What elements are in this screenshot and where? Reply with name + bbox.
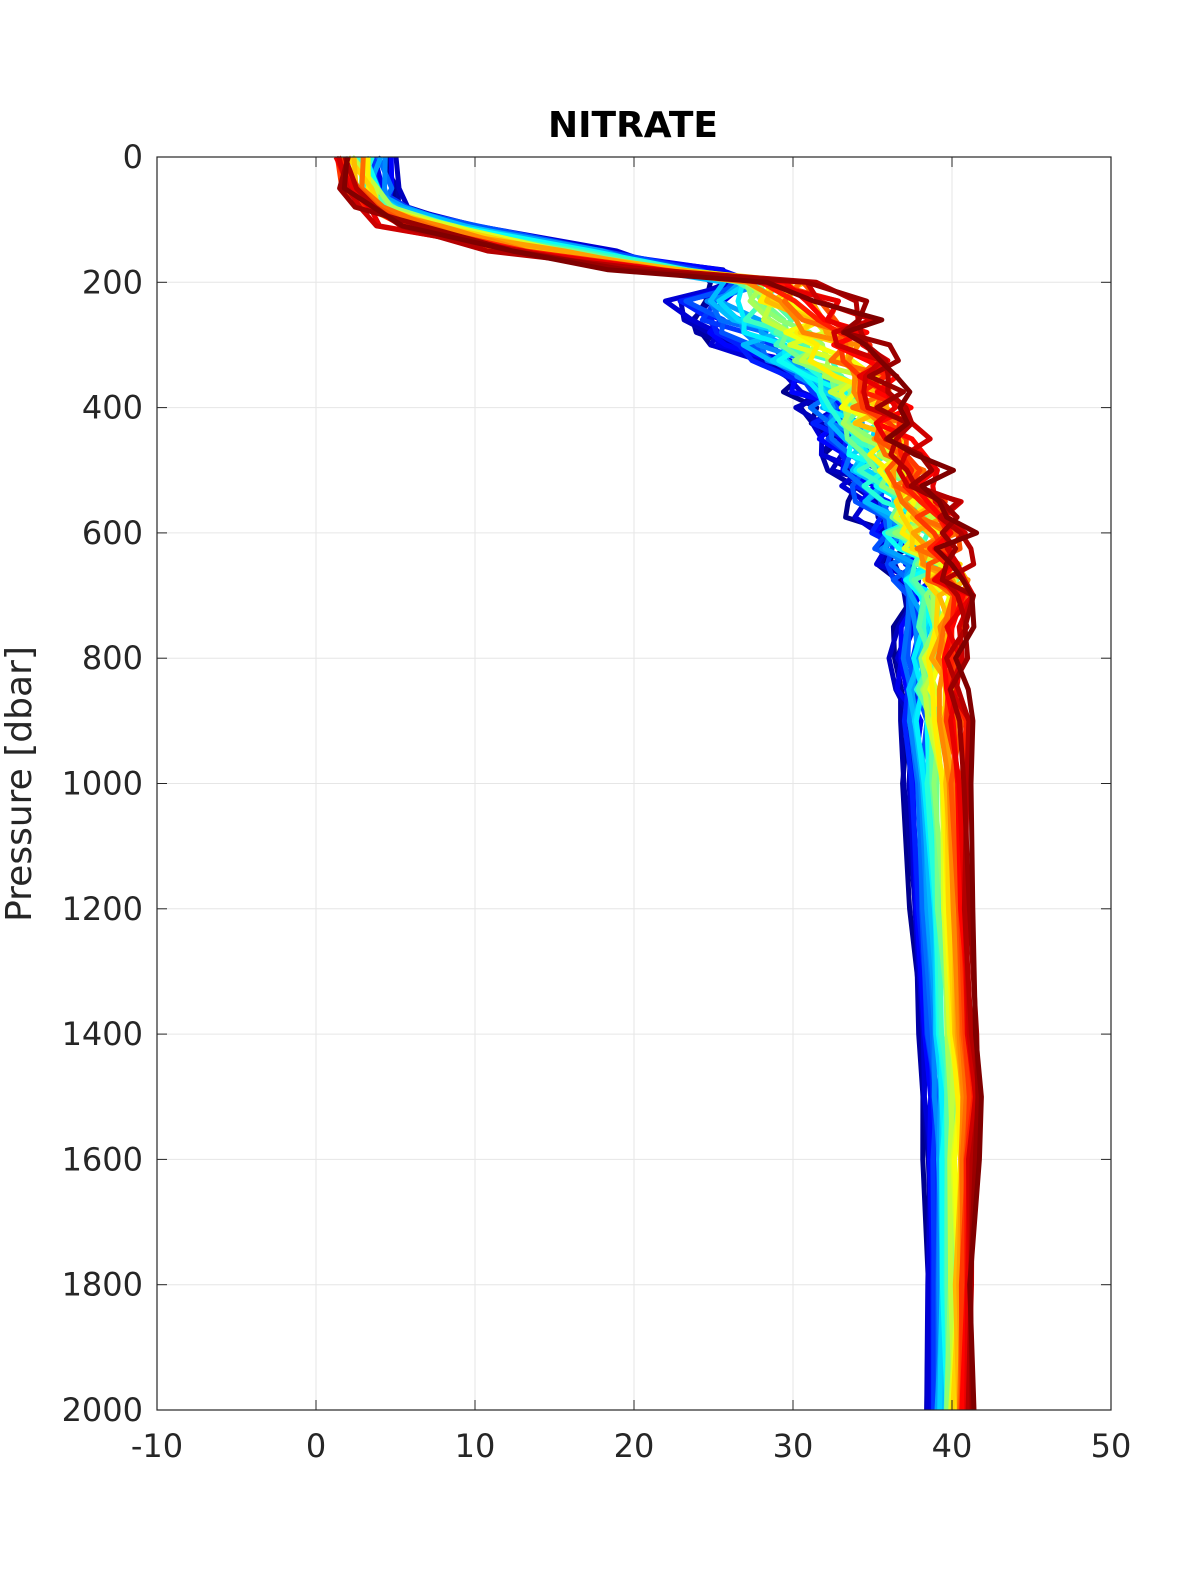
y-tick-label: 1000 — [62, 765, 143, 803]
y-tick-label: 1200 — [62, 890, 143, 928]
x-tick-label: 20 — [614, 1427, 655, 1465]
profile-line — [341, 156, 984, 1411]
x-tick-label: 30 — [773, 1427, 814, 1465]
y-axis-ticks: 0 200 400 600 800 1000 1200 1400 1600 1800 2000 — [62, 138, 1111, 1429]
x-tick-label: 10 — [455, 1427, 496, 1465]
y-tick-label: 1800 — [62, 1266, 143, 1304]
y-tick-label: 200 — [82, 263, 143, 301]
y-tick-label: 400 — [82, 389, 143, 427]
profile-line — [337, 156, 981, 1411]
profile-lines — [333, 155, 984, 1411]
profile-line — [336, 155, 973, 1411]
x-axis-ticks: -10 0 10 20 30 40 50 — [131, 157, 1131, 1465]
x-tick-label: 40 — [932, 1427, 973, 1465]
x-tick-label: 0 — [306, 1427, 326, 1465]
x-tick-label: 50 — [1091, 1427, 1132, 1465]
chart-title: NITRATE — [548, 105, 718, 146]
y-axis-label: Pressure [dbar] — [0, 646, 40, 922]
y-tick-label: 600 — [82, 514, 143, 552]
y-tick-label: 2000 — [62, 1391, 143, 1429]
y-tick-label: 800 — [82, 639, 143, 677]
y-tick-label: 0 — [123, 138, 143, 176]
y-tick-label: 1400 — [62, 1015, 143, 1053]
x-tick-label: -10 — [131, 1427, 183, 1465]
y-tick-label: 1600 — [62, 1140, 143, 1178]
